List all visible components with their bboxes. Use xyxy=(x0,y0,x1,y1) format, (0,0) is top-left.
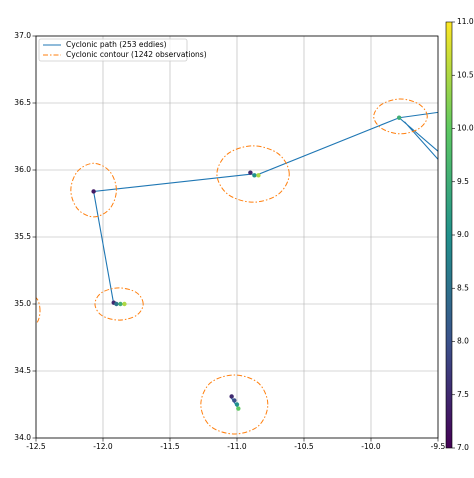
x-tick-label: -12.5 xyxy=(26,442,46,451)
observation xyxy=(234,402,240,407)
y-tick-label: 35.5 xyxy=(14,232,31,241)
legend-label: Cyclonic path (253 eddies) xyxy=(66,40,167,49)
colorbar-tick-label: 7.0 xyxy=(457,443,469,452)
observation xyxy=(236,406,241,411)
colorbar-tick-label: 7.5 xyxy=(457,390,469,399)
track xyxy=(92,111,438,409)
y-tick-label: 34.5 xyxy=(14,366,31,375)
observation xyxy=(114,301,119,307)
observation xyxy=(122,301,127,307)
y-tick-label: 37.0 xyxy=(14,31,31,40)
legend: Cyclonic path (253 eddies)Cyclonic conto… xyxy=(38,38,207,62)
observation xyxy=(252,173,257,178)
colorbar-tick-label: 9.5 xyxy=(457,177,469,186)
x-tick-label: -9.5 xyxy=(431,442,446,451)
x-tick-label: -10.5 xyxy=(294,442,314,451)
legend-box xyxy=(38,38,188,62)
observation xyxy=(256,173,261,178)
colorbar-tick-label: 10.0 xyxy=(457,124,474,133)
contour xyxy=(36,98,428,435)
plot-area xyxy=(36,98,438,435)
y-tick-label: 36.5 xyxy=(14,98,31,107)
grid xyxy=(35,35,439,439)
x-tick-label: -11.5 xyxy=(160,442,180,451)
colorbar-tick-label: 9.0 xyxy=(457,230,469,239)
observation xyxy=(232,398,237,403)
colorbar-tick-label: 8.0 xyxy=(457,337,469,346)
observation xyxy=(248,170,253,175)
x-tick-label: -12.0 xyxy=(93,442,113,451)
x-tick-label: -10.0 xyxy=(361,442,381,451)
colorbar xyxy=(445,21,453,449)
observation xyxy=(91,189,96,194)
observation xyxy=(229,394,234,399)
observation xyxy=(396,115,402,120)
axes: -12.5 -12.0 -11.5 -11.0 -10.5 -10.0 -9.5 34.0 34… xyxy=(14,17,474,452)
colorbar-tick-label: 11.0 xyxy=(457,17,474,26)
y-tick-label: 34.0 xyxy=(14,433,31,442)
y-tick-label: 36.0 xyxy=(14,165,31,174)
colorbar-tick-label: 10.5 xyxy=(457,70,474,79)
legend-label: Cyclonic contour (1242 observations) xyxy=(66,50,207,59)
x-tick-label: -11.0 xyxy=(227,442,247,451)
colorbar-tick-label: 8.5 xyxy=(457,283,469,292)
observation xyxy=(118,301,123,307)
y-tick-label: 35.0 xyxy=(14,299,31,308)
